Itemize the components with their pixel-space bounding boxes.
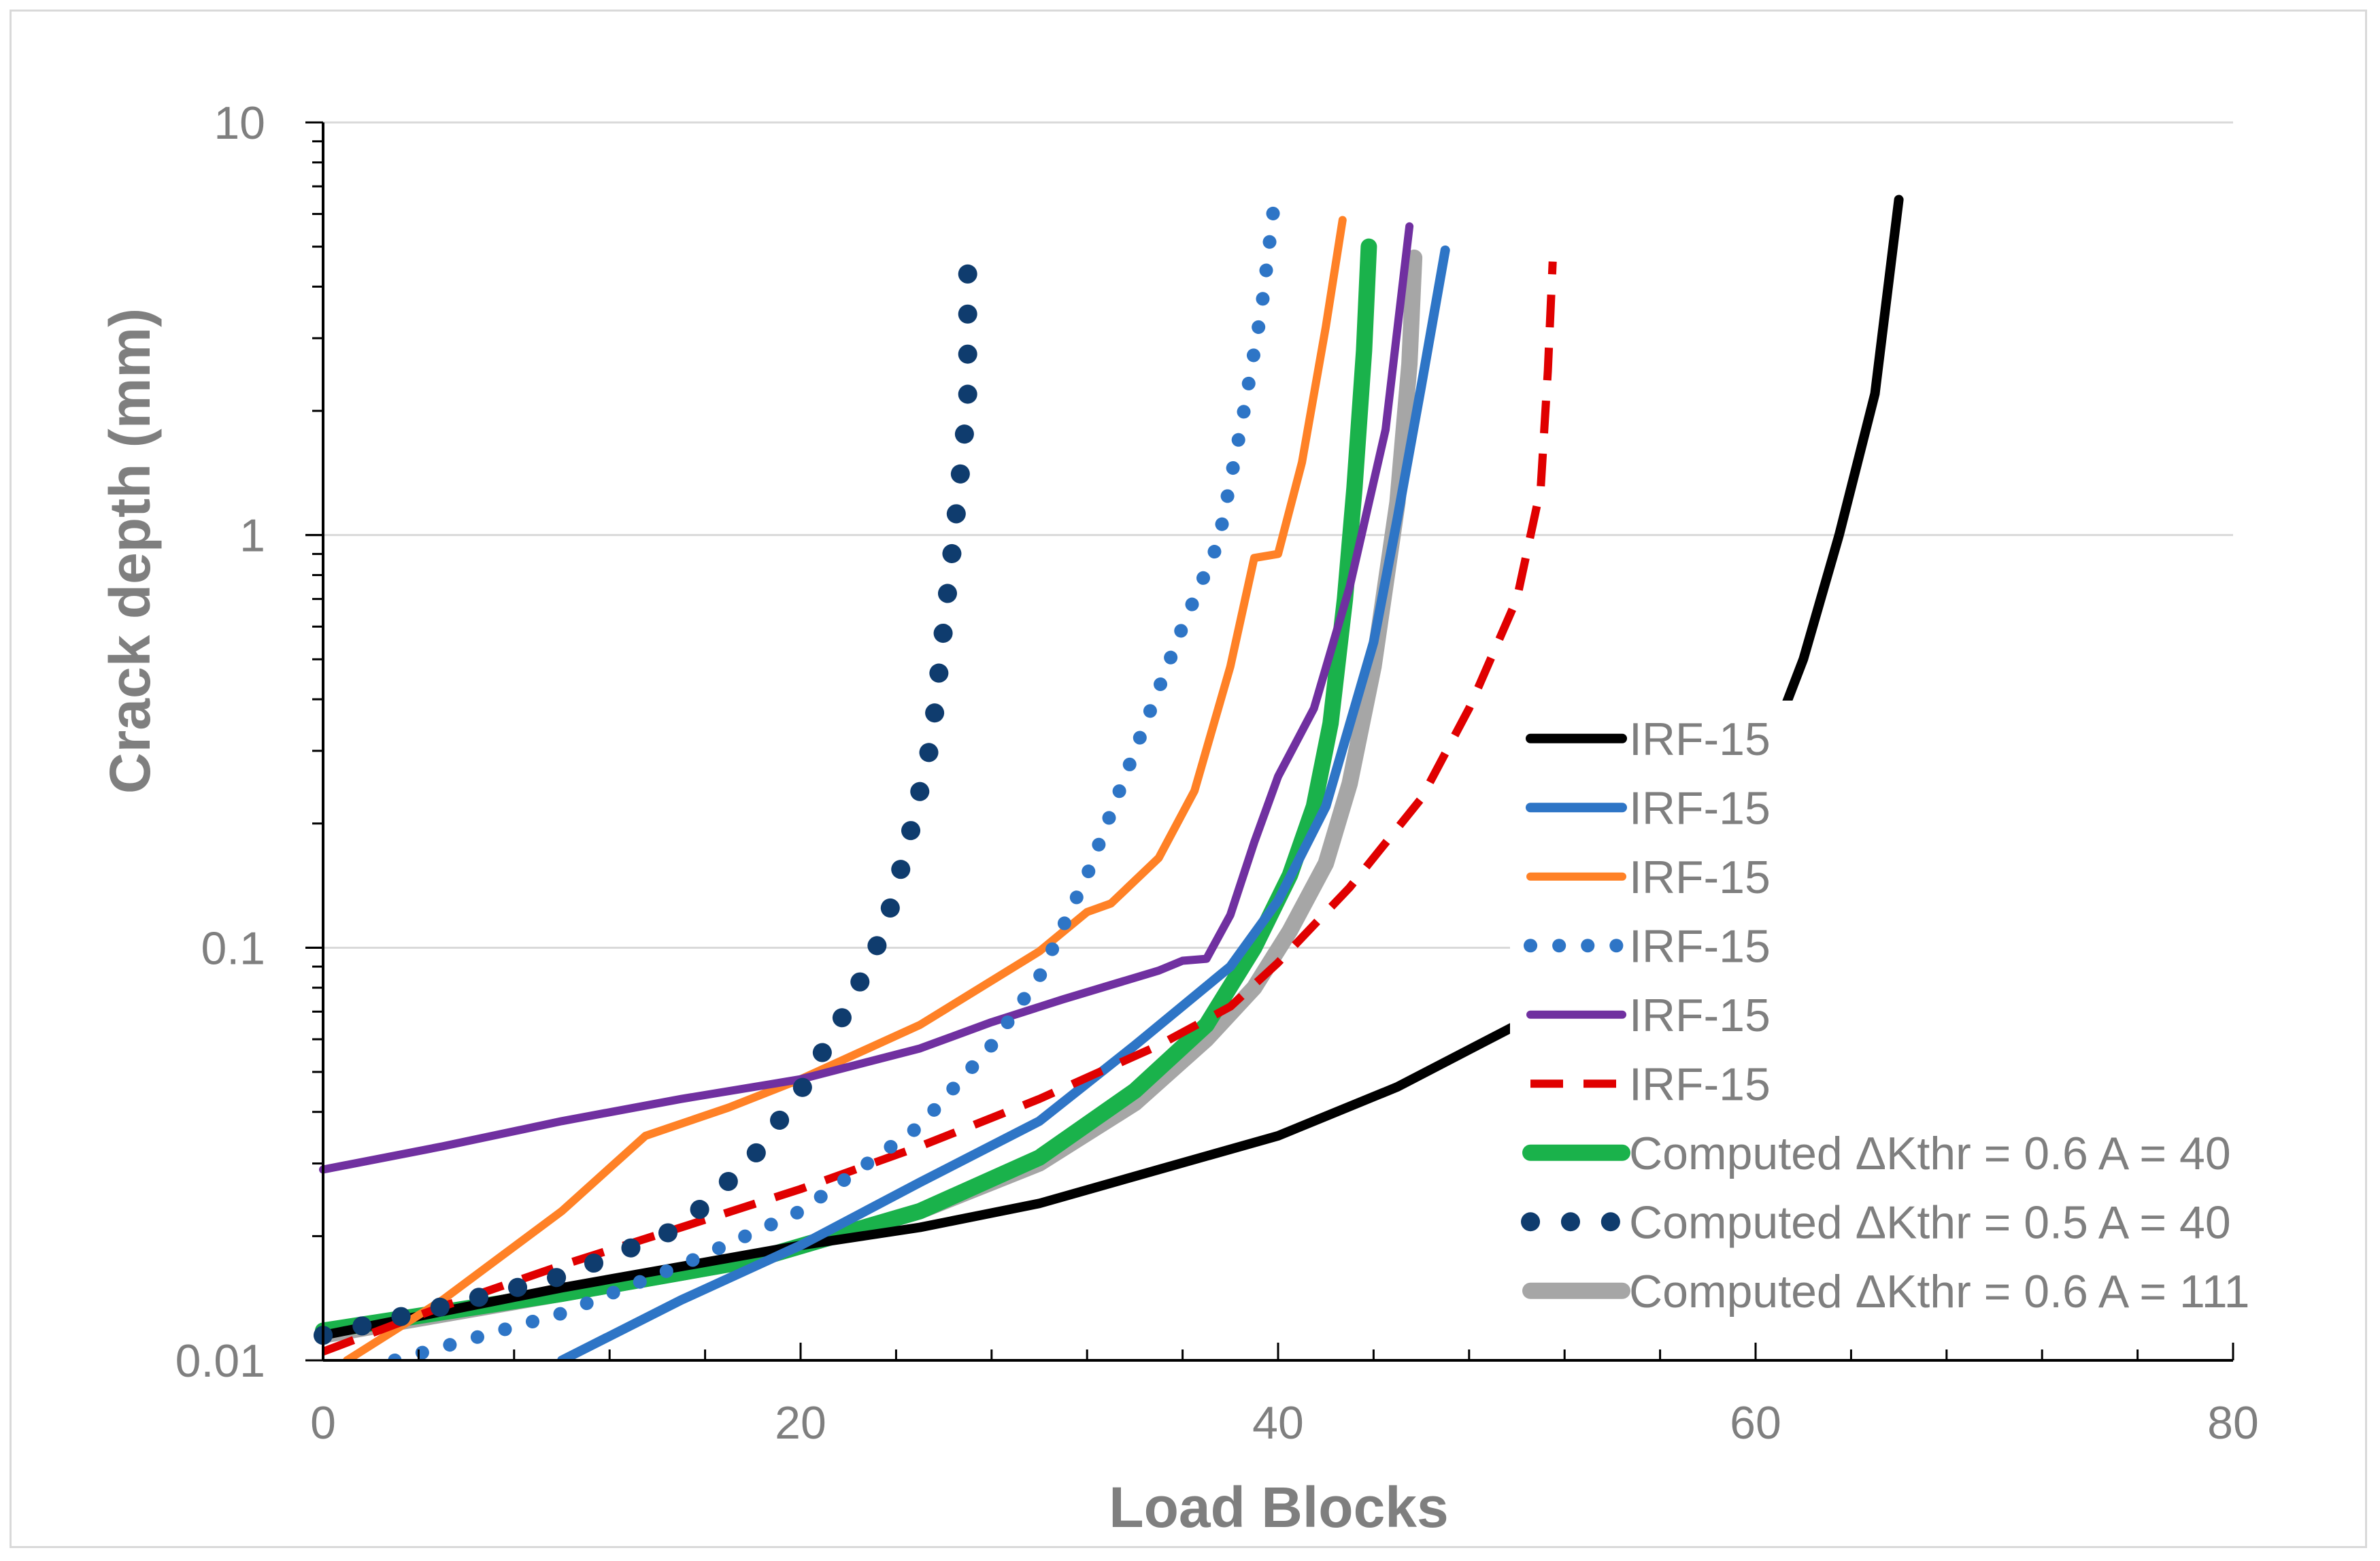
y-axis-title: Crack depth (mm) (98, 308, 162, 794)
series-line-9 (315, 249, 1423, 1344)
legend-label-9: Computed ΔKthr = 0.6 A = 111 (1629, 1266, 2249, 1317)
y-tick-label: 0.01 (175, 1335, 265, 1387)
x-tick-label: 80 (2207, 1397, 2259, 1449)
x-tick-label: 40 (1252, 1397, 1304, 1449)
legend-label-4: IRF-15 (1629, 920, 1771, 972)
legend-label-6: IRF-15 (1629, 1058, 1771, 1110)
tick-labels: 0 20 40 60 80 0.01 0.1 1 10 (175, 97, 2259, 1449)
series-layer (314, 195, 1904, 1360)
legend-label-2: IRF-15 (1629, 782, 1771, 834)
legend-label-8: Computed ΔKthr = 0.5 A = 40 (1629, 1196, 2231, 1248)
legend: IRF-15 IRF-15 IRF-15 IRF-15 IRF-15 IRF-15 Comp… (1510, 701, 2353, 1336)
series-line-8 (314, 237, 977, 1345)
legend-label-5: IRF-15 (1629, 990, 1771, 1041)
x-axis-title: Load Blocks (1109, 1475, 1448, 1539)
x-tick-label: 60 (1730, 1397, 1781, 1449)
series-line-4 (388, 204, 1280, 1360)
legend-box (1510, 701, 2353, 1336)
y-tick-label: 0.1 (201, 922, 265, 974)
series-line-3 (343, 216, 1347, 1360)
legend-label-1: IRF-15 (1629, 714, 1771, 765)
series-line-1 (318, 195, 1904, 1341)
series-line-5 (319, 222, 1414, 1174)
axes (305, 121, 2234, 1362)
series-line-7 (315, 238, 1377, 1339)
series-line-2 (557, 245, 1450, 1360)
legend-label-3: IRF-15 (1629, 852, 1771, 903)
x-tick-label: 0 (310, 1397, 336, 1449)
legend-label-7: Computed ΔKthr = 0.6 A = 40 (1629, 1128, 2231, 1179)
y-tick-label: 1 (239, 510, 265, 562)
series-line-6 (321, 261, 1557, 1356)
x-tick-label: 20 (775, 1397, 826, 1449)
y-tick-label: 10 (214, 97, 265, 149)
